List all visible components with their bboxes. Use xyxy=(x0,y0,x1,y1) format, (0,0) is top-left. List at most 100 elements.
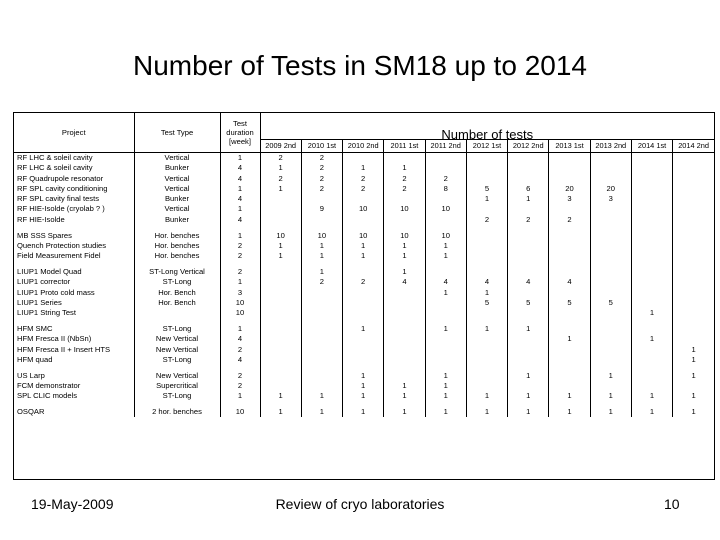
period-header: 2010 2nd xyxy=(342,139,384,153)
test-count-cell xyxy=(548,344,591,355)
test-count-cell xyxy=(630,323,673,335)
test-count-cell: 20 xyxy=(548,183,591,195)
spacer-cell xyxy=(507,365,549,371)
spacer-cell xyxy=(630,261,673,267)
project-cell: LIUP1 Series xyxy=(17,297,62,307)
test-count-cell xyxy=(672,334,715,345)
test-count-cell xyxy=(383,214,426,226)
duration-cell: 4 xyxy=(219,173,260,184)
test-count-cell xyxy=(300,308,343,319)
test-count-cell xyxy=(589,380,632,392)
spacer-cell xyxy=(259,365,302,371)
project-cell: OSQAR xyxy=(17,407,45,417)
spacer-cell xyxy=(342,365,384,371)
test-count-cell xyxy=(589,173,632,184)
test-count-cell xyxy=(507,308,549,319)
test-count-cell: 2 xyxy=(300,163,343,174)
test-type-cell: Vertical xyxy=(133,204,220,215)
test-count-cell xyxy=(424,297,467,309)
test-count-cell xyxy=(507,344,549,355)
test-type-cell: Supercritical xyxy=(133,380,220,392)
duration-cell: 1 xyxy=(219,277,260,288)
test-count-cell xyxy=(589,230,632,241)
test-count-cell xyxy=(672,230,715,241)
duration-cell: 1 xyxy=(219,152,260,164)
test-count-cell xyxy=(589,163,632,174)
duration-cell: 1 xyxy=(219,230,260,241)
test-count-cell xyxy=(342,354,384,366)
test-count-cell: 5 xyxy=(589,297,632,309)
footer-title: Review of cryo laboratories xyxy=(275,496,445,512)
test-count-cell xyxy=(630,214,673,226)
test-count-cell xyxy=(630,354,673,366)
period-row: 2009 2nd 2010 1st 2010 2nd 2011 1st 2011 2nd… xyxy=(14,139,715,153)
test-count-cell: 1 xyxy=(548,391,591,402)
test-count-cell xyxy=(259,287,302,298)
test-count-cell: 1 xyxy=(507,370,549,381)
test-count-cell: 1 xyxy=(630,308,673,319)
spacer-cell xyxy=(300,318,343,324)
test-count-cell: 1 xyxy=(672,407,715,418)
test-count-cell xyxy=(465,240,508,252)
test-type-cell: Hor. benches xyxy=(133,240,220,252)
project-cell: LIUP1 String Test xyxy=(17,308,76,318)
duration-cell: 2 xyxy=(219,266,260,278)
project-cell: RF HIE-Isolde xyxy=(17,214,65,224)
spacer-cell xyxy=(133,401,220,408)
test-count-cell: 2 xyxy=(300,183,343,195)
test-count-cell xyxy=(424,266,467,278)
spacer-cell xyxy=(465,318,508,324)
spacer-cell xyxy=(133,225,220,231)
test-count-cell xyxy=(465,266,508,278)
table-row: FCM demonstrator Supercritical 2 1 1 1 xyxy=(14,380,715,392)
footer-page-number: 10 xyxy=(664,496,680,512)
test-count-cell xyxy=(383,152,426,164)
test-count-cell xyxy=(630,370,673,381)
test-count-cell: 2 xyxy=(259,152,302,164)
test-count-cell: 1 xyxy=(383,266,426,278)
test-count-cell xyxy=(630,266,673,278)
test-count-cell xyxy=(548,287,591,298)
test-type-cell xyxy=(133,308,220,319)
table-row: LIUP1 String Test 10 1 xyxy=(14,308,715,319)
spacer-cell xyxy=(589,401,632,408)
table-row: LIUP1 Model Quad ST-Long Vertical 2 1 1 xyxy=(14,266,715,278)
test-count-cell xyxy=(630,297,673,309)
spacer-cell xyxy=(133,318,220,324)
spacer-cell xyxy=(507,401,549,408)
test-type-cell: 2 hor. benches xyxy=(133,407,220,418)
duration-cell: 4 xyxy=(219,214,260,226)
test-count-cell: 1 xyxy=(507,323,549,335)
test-count-cell xyxy=(589,308,632,319)
test-count-cell: 1 xyxy=(507,407,549,418)
test-count-cell: 1 xyxy=(630,391,673,402)
test-count-cell: 1 xyxy=(424,407,467,418)
test-count-cell xyxy=(589,354,632,366)
test-count-cell: 2 xyxy=(259,173,302,184)
spacer-cell xyxy=(383,225,426,231)
group-spacer xyxy=(14,225,715,231)
test-count-cell xyxy=(465,163,508,174)
test-count-cell xyxy=(507,152,549,164)
test-count-cell xyxy=(465,173,508,184)
test-count-cell xyxy=(342,214,384,226)
test-count-cell xyxy=(342,344,384,355)
test-count-cell xyxy=(589,323,632,335)
test-count-cell xyxy=(630,163,673,174)
test-count-cell: 1 xyxy=(424,323,467,335)
test-count-cell xyxy=(383,323,426,335)
test-count-cell: 10 xyxy=(342,230,384,241)
table-row: LIUP1 Series Hor. Bench 10 5 5 5 5 xyxy=(14,297,715,309)
test-count-cell xyxy=(259,277,302,288)
test-count-cell xyxy=(383,370,426,381)
test-count-cell xyxy=(300,334,343,345)
duration-cell: 3 xyxy=(219,287,260,298)
spacer-cell xyxy=(383,401,426,408)
duration-cell: 10 xyxy=(219,407,260,418)
test-count-cell xyxy=(672,287,715,298)
test-count-cell xyxy=(589,152,632,164)
duration-cell: 1 xyxy=(219,323,260,335)
test-count-cell xyxy=(383,297,426,309)
test-count-cell xyxy=(672,380,715,392)
test-count-cell xyxy=(259,354,302,366)
